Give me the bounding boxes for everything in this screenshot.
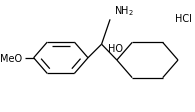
Text: MeO: MeO	[0, 53, 22, 63]
Text: HO: HO	[108, 44, 123, 54]
Text: NH$_2$: NH$_2$	[114, 4, 134, 18]
Text: HCl: HCl	[175, 14, 191, 24]
